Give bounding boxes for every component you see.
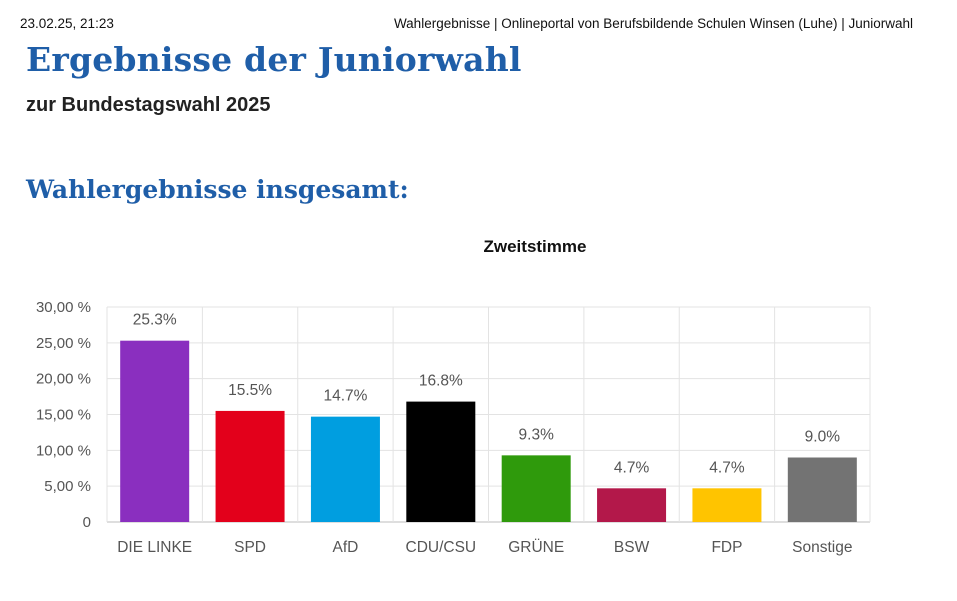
bar-data-label: 4.7%	[614, 459, 650, 476]
bar-data-labels: 25.3% 15.5% 14.7% 16.8% 9.3% 4.7% 4.7% 9.0%	[133, 312, 840, 477]
bar-afd	[310, 416, 380, 522]
bar-data-label: 16.8%	[419, 373, 463, 390]
x-tick-label: DIE LINKE	[117, 539, 192, 556]
page-title: Ergebnisse der Juniorwahl	[26, 40, 522, 79]
print-page-title: Wahlergebnisse | Onlineportal von Berufs…	[393, 16, 913, 31]
x-tick-label: CDU/CSU	[406, 539, 477, 556]
y-tick-label: 30,00 %	[36, 299, 91, 316]
bar-spd	[215, 410, 285, 522]
y-tick-label: 0	[83, 514, 91, 531]
page-subtitle: zur Bundestagswahl 2025	[26, 94, 271, 116]
x-tick-label: FDP	[711, 539, 742, 556]
x-tick-label: GRÜNE	[508, 538, 564, 556]
x-tick-label: AfD	[333, 539, 359, 556]
bar-data-label: 14.7%	[323, 388, 367, 405]
x-tick-label: Sonstige	[792, 539, 852, 556]
y-tick-label: 15,00 %	[36, 407, 91, 424]
y-axis: 0 5,00 % 10,00 % 15,00 % 20,00 % 25,00 % 30,00…	[36, 299, 91, 531]
bar-sonstige	[787, 457, 857, 522]
results-bar-chart: Zweitstimme 0 5,00 % 10,00 % 15,00 % 20,00 %…	[36, 237, 871, 556]
y-tick-label: 20,00 %	[36, 371, 91, 388]
bar-data-label: 15.5%	[228, 382, 272, 399]
x-tick-label: BSW	[614, 539, 650, 556]
chart-bars	[120, 340, 857, 522]
y-tick-label: 25,00 %	[36, 335, 91, 352]
y-tick-label: 5,00 %	[44, 478, 91, 495]
x-tick-label: SPD	[234, 539, 266, 556]
print-date: 23.02.25, 21:23	[20, 16, 114, 31]
bar-bsw	[597, 488, 667, 522]
section-heading: Wahlergebnisse insgesamt:	[26, 175, 409, 204]
chart-title: Zweitstimme	[484, 237, 587, 256]
y-tick-label: 10,00 %	[36, 442, 91, 459]
bar-data-label: 9.0%	[805, 429, 841, 446]
x-axis: DIE LINKE SPD AfD CDU/CSU GRÜNE BSW FDP Sonstig…	[117, 538, 852, 556]
bar-die-linke	[120, 340, 190, 522]
bar-fdp	[692, 488, 762, 522]
print-header: 23.02.25, 21:23 Wahlergebnisse | Onlinep…	[0, 16, 957, 36]
bar-cdu-csu	[406, 401, 476, 522]
bar-data-label: 4.7%	[709, 459, 745, 476]
bar-grüne	[501, 455, 571, 522]
bar-data-label: 9.3%	[519, 426, 555, 443]
bar-data-label: 25.3%	[133, 312, 177, 329]
